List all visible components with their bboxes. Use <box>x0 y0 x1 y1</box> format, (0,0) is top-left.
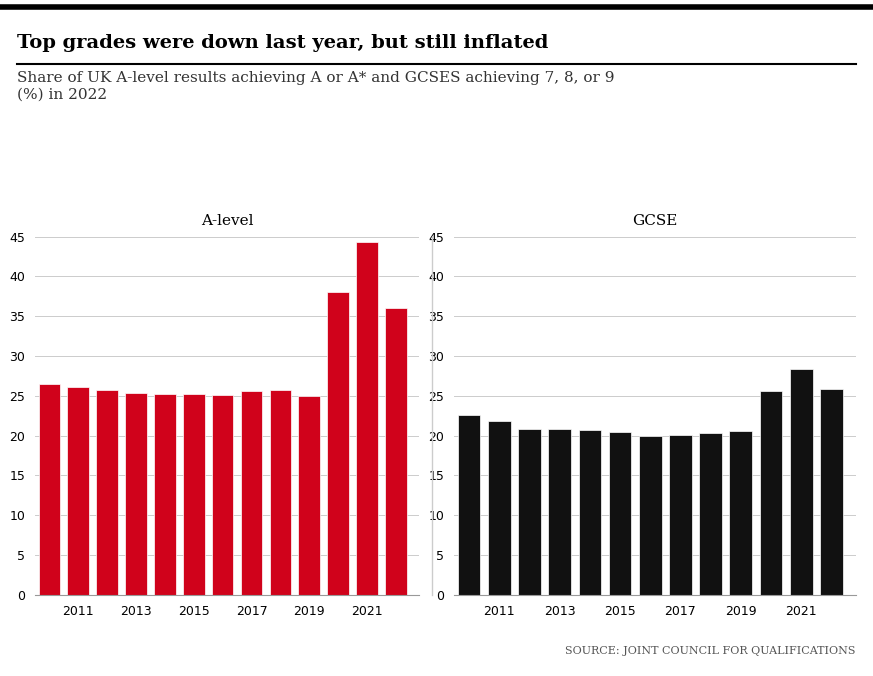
Bar <box>579 430 601 595</box>
Text: Share of UK A-level results achieving A or A* and GCSES achieving 7, 8, or 9
(%): Share of UK A-level results achieving A … <box>17 71 615 101</box>
Bar <box>760 391 782 595</box>
Bar <box>639 435 662 595</box>
Text: SOURCE: JOINT COUNCIL FOR QUALIFICATIONS: SOURCE: JOINT COUNCIL FOR QUALIFICATIONS <box>565 646 856 656</box>
Bar <box>820 389 842 595</box>
Bar <box>518 429 540 595</box>
Bar <box>96 390 118 595</box>
Bar <box>608 432 631 595</box>
Bar <box>125 393 147 595</box>
Bar <box>699 433 722 595</box>
Bar <box>457 415 480 595</box>
Bar <box>67 387 89 595</box>
Bar <box>327 291 349 595</box>
Title: GCSE: GCSE <box>632 214 677 228</box>
Bar <box>356 242 378 595</box>
Title: A-level: A-level <box>201 214 253 228</box>
Bar <box>548 429 571 595</box>
Bar <box>385 308 407 595</box>
Bar <box>270 390 292 595</box>
Bar <box>488 420 511 595</box>
Text: Top grades were down last year, but still inflated: Top grades were down last year, but stil… <box>17 34 549 52</box>
Bar <box>183 394 204 595</box>
Bar <box>38 384 60 595</box>
Bar <box>730 431 753 595</box>
Bar <box>212 395 233 595</box>
Bar <box>669 435 691 595</box>
Bar <box>790 369 813 595</box>
Bar <box>154 394 175 595</box>
Bar <box>241 391 263 595</box>
Bar <box>299 396 320 595</box>
